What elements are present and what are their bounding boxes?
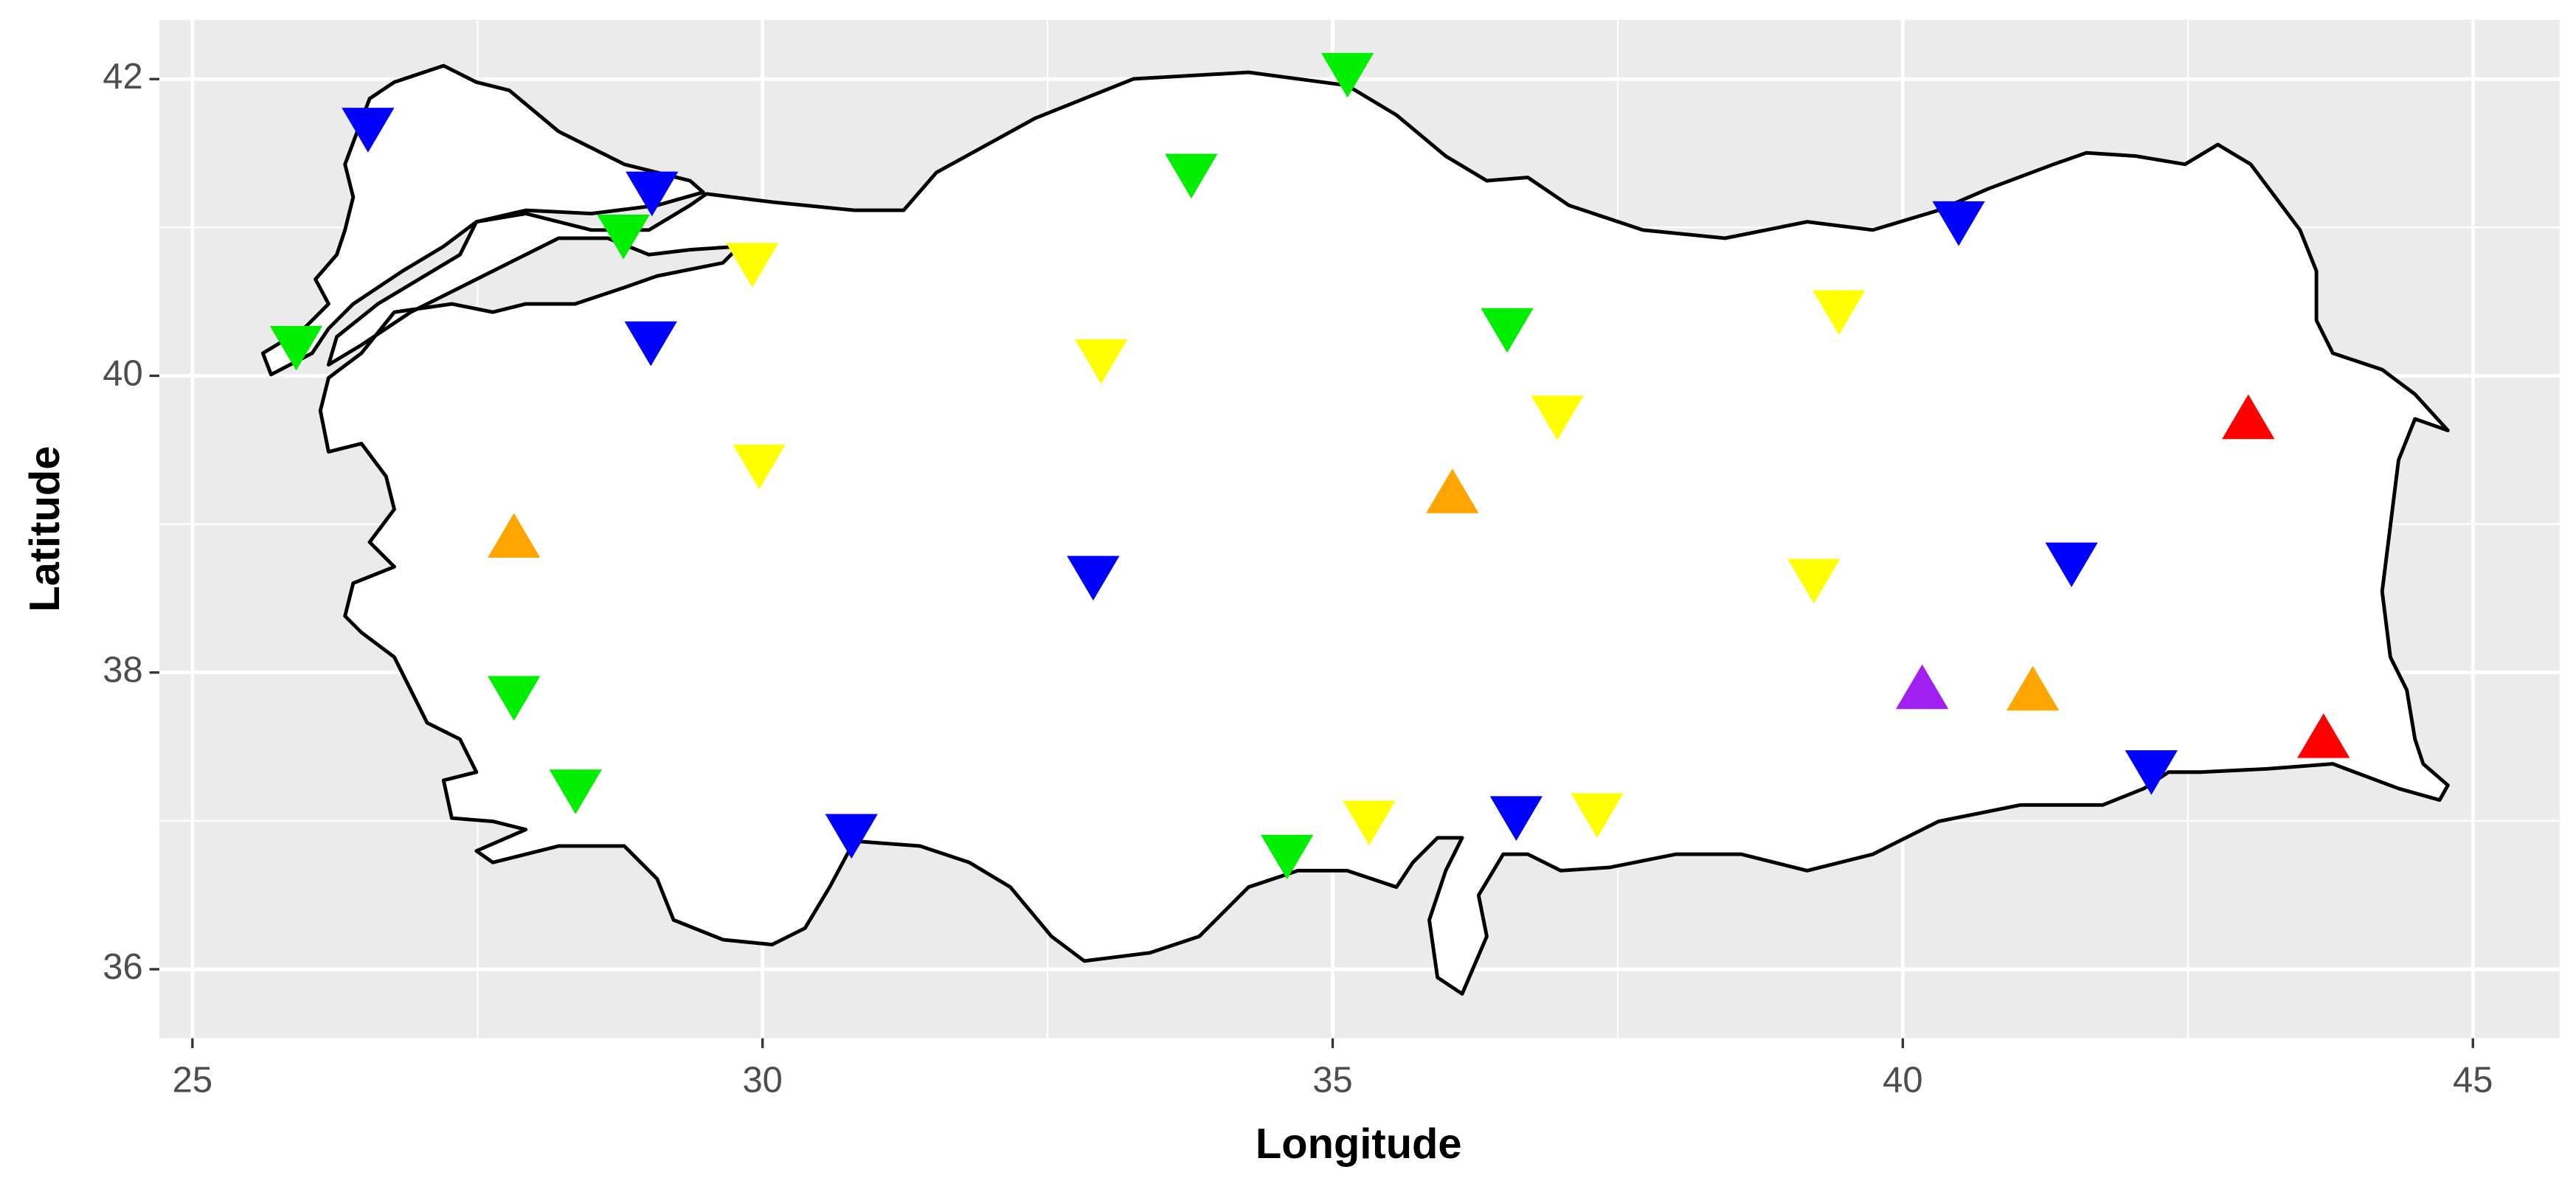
station-marker	[1531, 395, 1584, 440]
y-axis-title: Latitude	[21, 446, 69, 612]
station-marker	[1932, 201, 1985, 246]
y-tick-label: 36	[103, 947, 143, 987]
station-marker	[597, 214, 650, 260]
y-tick-label: 42	[103, 57, 143, 97]
station-marker	[1165, 153, 1218, 199]
station-marker	[1481, 308, 1534, 353]
station-marker	[2045, 542, 2098, 588]
y-tick-label: 38	[103, 651, 143, 690]
station-marker	[1321, 52, 1374, 98]
station-marker	[1787, 558, 1841, 604]
station-marker	[342, 108, 395, 153]
x-axis-title: Longitude	[1256, 1120, 1462, 1168]
station-marker	[549, 769, 602, 814]
station-marker	[1343, 800, 1396, 846]
station-marker	[626, 171, 679, 217]
station-marker	[624, 321, 677, 367]
points	[269, 52, 2350, 880]
y-tick-label: 40	[103, 353, 143, 393]
station-marker	[1075, 339, 1128, 384]
station-marker	[488, 513, 541, 558]
station-marker	[2297, 713, 2350, 758]
x-tick-label: 25	[173, 1061, 213, 1101]
x-tick-label: 40	[1883, 1061, 1923, 1101]
station-marker	[1812, 290, 1866, 336]
station-marker	[825, 814, 878, 859]
station-marker	[2125, 750, 2178, 795]
x-tick-label: 35	[1312, 1061, 1353, 1101]
station-marker	[2222, 394, 2275, 440]
station-marker	[1426, 468, 1479, 513]
station-marker	[269, 325, 323, 371]
station-marker	[1067, 555, 1120, 601]
station-marker	[1489, 796, 1543, 841]
axes: 25 30 35 40 45 36 38 40 42	[103, 57, 2493, 1100]
station-marker	[1896, 664, 1949, 710]
station-marker	[1261, 834, 1314, 880]
station-marker	[2006, 665, 2060, 711]
station-marker	[488, 676, 541, 721]
station-marker	[733, 444, 786, 490]
station-marker	[1571, 793, 1624, 838]
station-marker	[726, 243, 779, 288]
x-tick-label: 45	[2453, 1061, 2493, 1101]
x-tick-label: 30	[742, 1061, 783, 1101]
